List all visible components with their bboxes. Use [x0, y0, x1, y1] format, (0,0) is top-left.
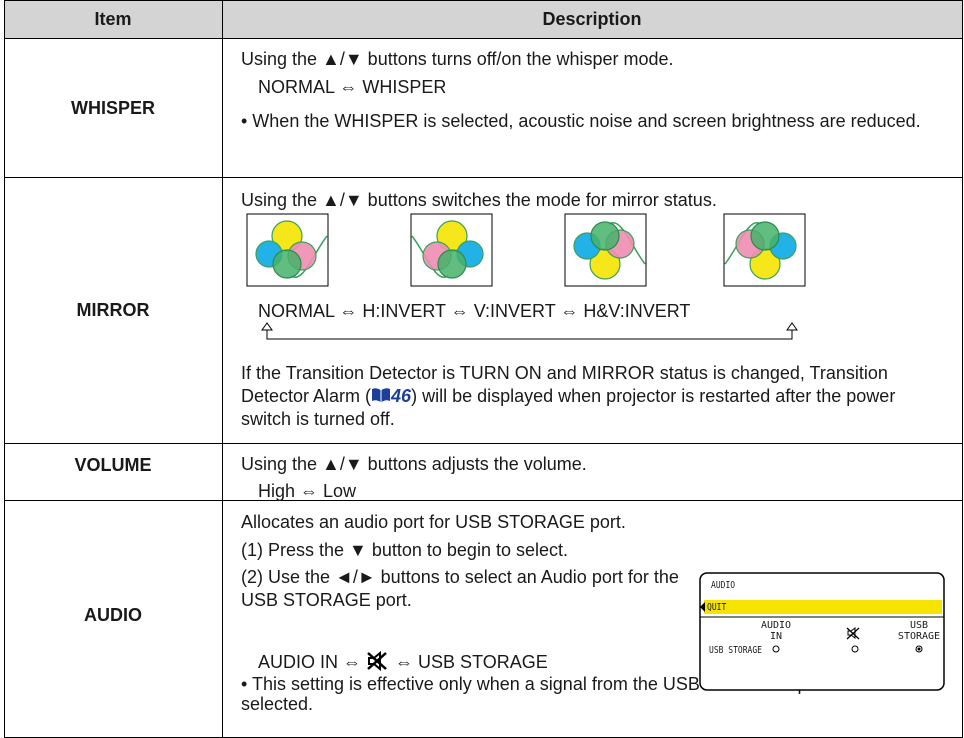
- mirror-figures: [246, 213, 806, 340]
- text: If the Transition Detector is TURN ON an…: [241, 363, 888, 406]
- rule: [4, 38, 963, 39]
- text: Using the ▲/▼ buttons turns off/on the w…: [241, 49, 674, 69]
- rule: [4, 177, 963, 178]
- item: WHISPER: [70, 98, 155, 118]
- mute-icon: [367, 650, 387, 672]
- rule: [4, 443, 963, 444]
- header-cell: Description: [542, 9, 642, 29]
- rule: [222, 0, 223, 738]
- menu-option: AUDIO IN: [760, 620, 792, 642]
- header-bg: [4, 0, 963, 38]
- item: VOLUME: [74, 455, 152, 475]
- text: Using the ▲/▼ buttons switches the mode …: [241, 190, 717, 210]
- menu-frame: [699, 572, 945, 691]
- text: High ⇔ Low: [258, 481, 357, 501]
- page-ref: 46: [391, 386, 412, 406]
- menu-quit: QUIT: [707, 602, 727, 613]
- menu-title: AUDIO: [711, 580, 736, 591]
- menu-row-label: USB STORAGE: [709, 645, 762, 656]
- book-icon: [372, 388, 391, 402]
- text: If the Transition Detector is TURN ON an…: [241, 362, 941, 431]
- text: (2) Use the ◄/► buttons to select an Aud…: [241, 567, 679, 610]
- text: • When the WHISPER is selected, acoustic…: [241, 111, 921, 131]
- text: (1) Press the ▼ button to begin to selec…: [241, 540, 568, 560]
- text: AUDIO IN ⇔ ⇔ USB STORAGE: [258, 650, 548, 674]
- text: ⇔ USB STORAGE: [395, 652, 548, 672]
- menu-option: USB STORAGE: [897, 620, 941, 642]
- text: ) will be displayed when projector is re…: [241, 386, 896, 429]
- item: MIRROR: [76, 300, 150, 320]
- text: AUDIO IN ⇔: [258, 652, 362, 672]
- rule: [962, 0, 963, 738]
- rule: [4, 0, 5, 738]
- text: NORMAL ⇔ WHISPER: [258, 77, 447, 97]
- rule: [4, 0, 963, 1]
- header-cell: Item: [94, 9, 132, 29]
- text: • This setting is effective only when a …: [241, 674, 847, 714]
- rule: [4, 500, 963, 501]
- text: NORMAL ⇔ H:INVERT ⇔ V:INVERT ⇔ H&V:INVER…: [258, 301, 691, 321]
- text: Using the ▲/▼ buttons adjusts the volume…: [241, 454, 587, 474]
- item: AUDIO: [84, 605, 142, 625]
- text: Allocates an audio port for USB STORAGE …: [241, 512, 626, 532]
